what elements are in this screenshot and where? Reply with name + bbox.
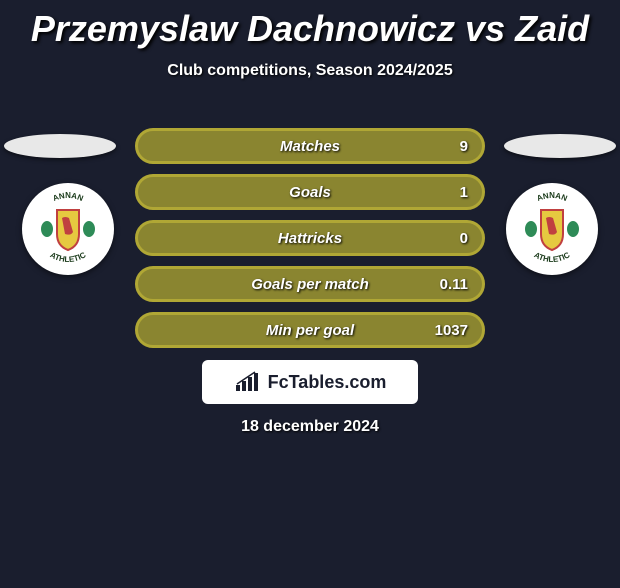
subtitle: Club competitions, Season 2024/2025 — [0, 62, 620, 80]
player-oval-right — [504, 134, 616, 158]
stat-label: Min per goal — [266, 322, 354, 339]
stat-right-value: 0.11 — [440, 276, 468, 293]
banner-text: FcTables.com — [268, 372, 387, 393]
player-oval-left — [4, 134, 116, 158]
stat-row: Goals per match 0.11 — [135, 266, 485, 302]
stat-label: Goals per match — [251, 276, 369, 293]
stat-label: Hattricks — [278, 230, 342, 247]
page-title: Przemyslaw Dachnowicz vs Zaid — [0, 8, 620, 50]
stat-right-value: 1037 — [435, 322, 468, 339]
svg-text:ANNAN: ANNAN — [51, 191, 84, 203]
svg-text:ATHLETIC: ATHLETIC — [49, 250, 88, 264]
stat-right-value: 1 — [460, 184, 468, 201]
club-badge-right: ANNAN ATHLETIC — [506, 183, 598, 275]
stat-row: Min per goal 1037 — [135, 312, 485, 348]
svg-text:ATHLETIC: ATHLETIC — [533, 250, 572, 264]
stat-row: Hattricks 0 — [135, 220, 485, 256]
annan-crest-icon: ANNAN ATHLETIC — [511, 188, 593, 270]
stat-row: Goals 1 — [135, 174, 485, 210]
stats-block: Matches 9 Goals 1 Hattricks 0 Goals per … — [135, 128, 485, 358]
site-banner[interactable]: FcTables.com — [202, 360, 418, 404]
stat-row: Matches 9 — [135, 128, 485, 164]
date-line: 18 december 2024 — [0, 418, 620, 436]
stat-right-value: 9 — [460, 138, 468, 155]
stat-right-value: 0 — [460, 230, 468, 247]
svg-text:ANNAN: ANNAN — [535, 191, 568, 203]
club-badge-left: ANNAN ATHLETIC — [22, 183, 114, 275]
stat-label: Matches — [280, 138, 340, 155]
bar-chart-icon — [234, 371, 262, 393]
stat-label: Goals — [289, 184, 331, 201]
annan-crest-icon: ANNAN ATHLETIC — [27, 188, 109, 270]
